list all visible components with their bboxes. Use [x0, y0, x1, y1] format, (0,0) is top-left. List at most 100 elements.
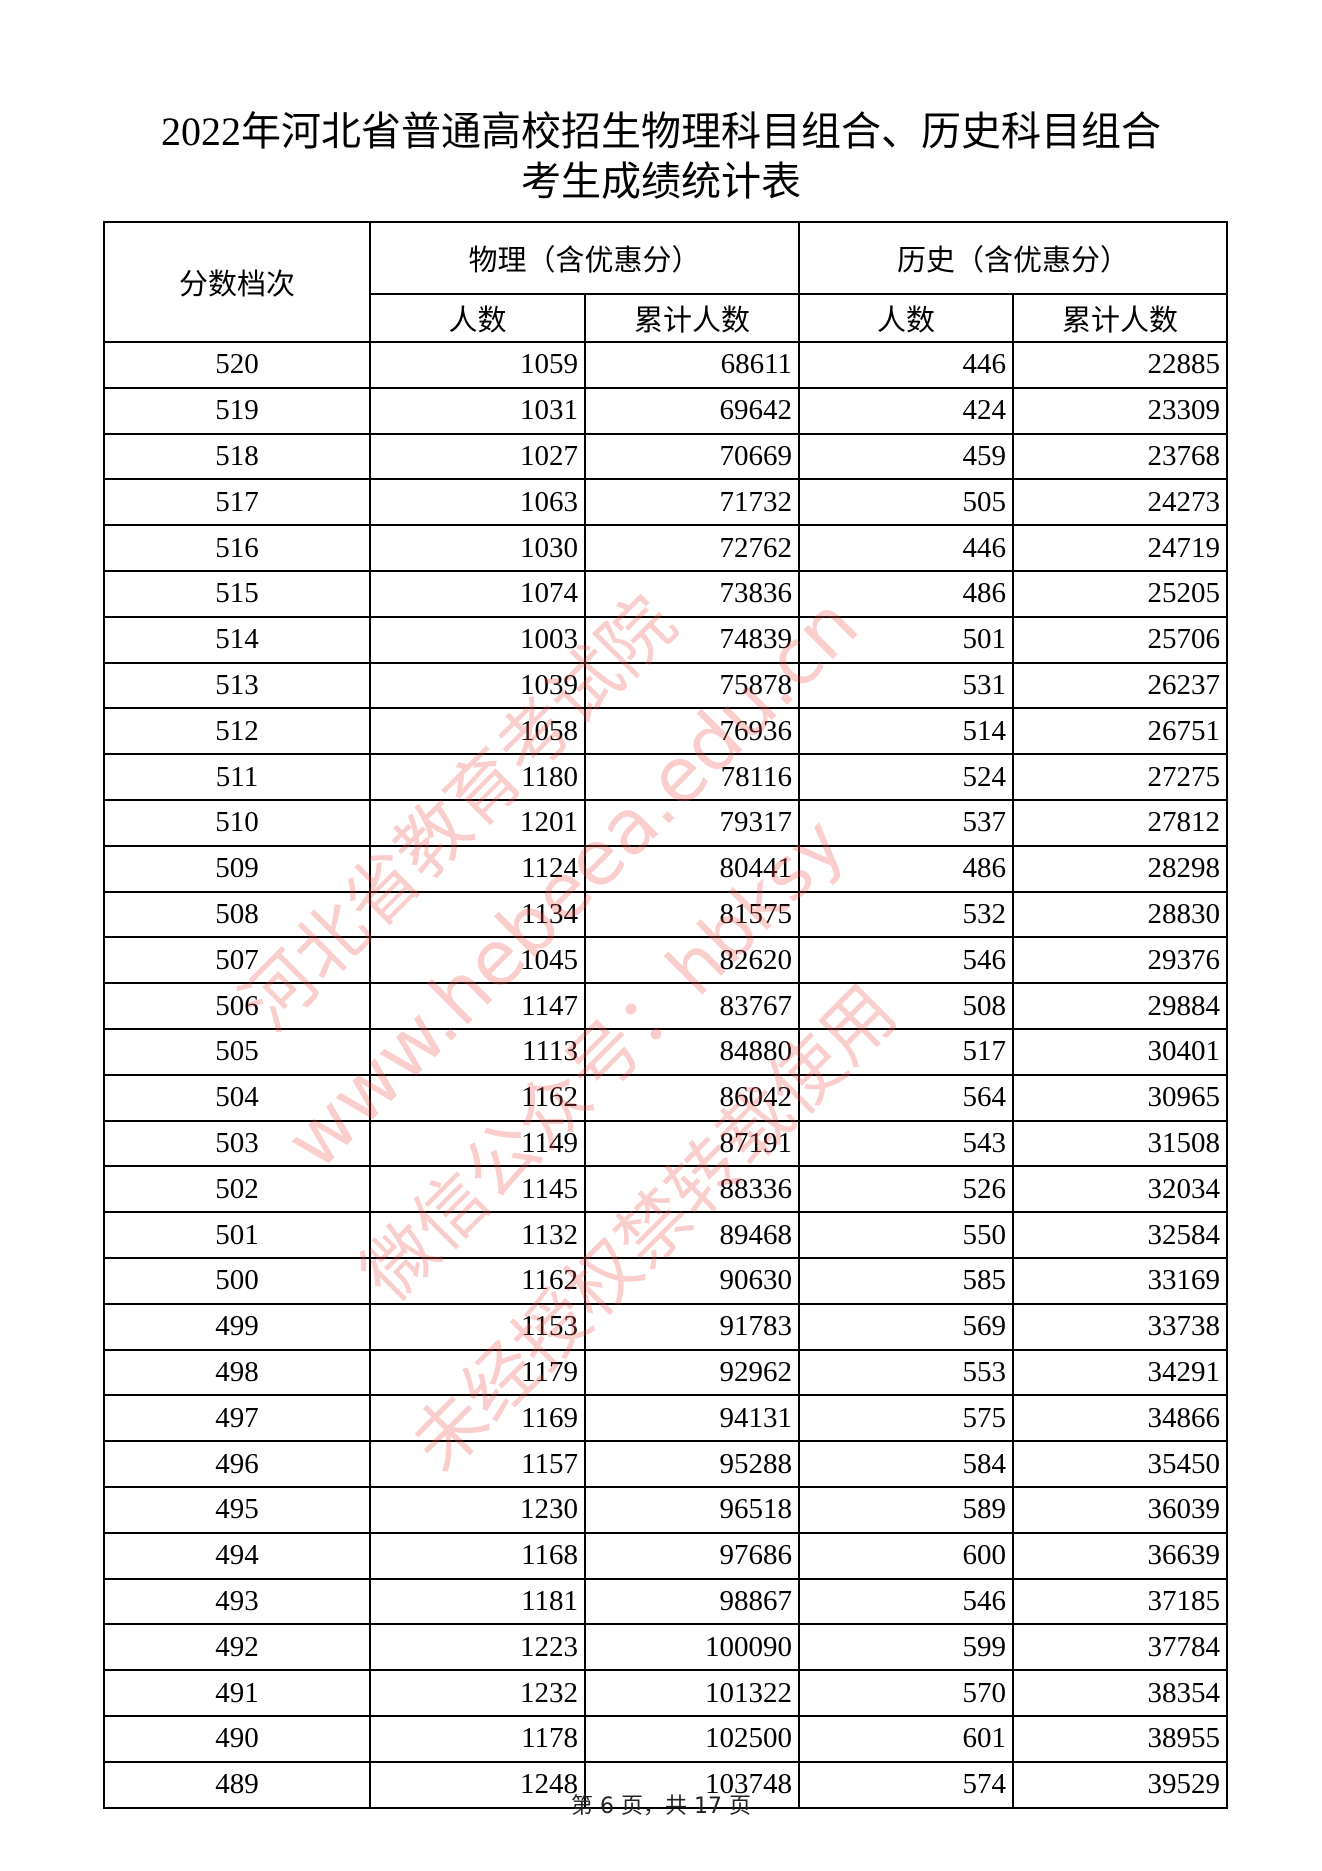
score-cell: 495 — [103, 1485, 371, 1534]
history-count-cell: 532 — [798, 890, 1015, 939]
table-row: 491 1232 101322 570 38354 — [103, 1669, 1229, 1717]
table-row: 493 1181 98867 546 37185 — [103, 1577, 1229, 1626]
history-count-cell: 531 — [798, 661, 1015, 710]
score-cell: 519 — [103, 386, 371, 435]
table-row: 518 1027 70669 459 23768 — [103, 432, 1229, 481]
header-history-cumulative: 累计人数 — [1012, 293, 1229, 343]
history-cumulative-cell: 27275 — [1012, 753, 1229, 801]
history-cumulative-cell: 24273 — [1012, 478, 1229, 527]
physics-cumulative-cell: 86042 — [583, 1073, 801, 1122]
header-score-band: 分数档次 — [103, 221, 371, 343]
physics-cumulative-cell: 75878 — [583, 661, 801, 710]
physics-count-cell: 1058 — [369, 707, 586, 756]
physics-count-cell: 1230 — [369, 1485, 586, 1534]
document-title-line1: 2022年河北省普通高校招生物理科目组合、历史科目组合 — [161, 109, 1161, 154]
score-cell: 492 — [103, 1623, 371, 1672]
history-cumulative-cell: 29376 — [1012, 936, 1229, 985]
physics-cumulative-cell: 70669 — [583, 432, 801, 481]
physics-count-cell: 1201 — [369, 798, 586, 847]
physics-cumulative-cell: 94131 — [583, 1394, 801, 1443]
physics-count-cell: 1223 — [369, 1623, 586, 1672]
physics-count-cell: 1153 — [369, 1302, 586, 1351]
physics-cumulative-cell: 73836 — [583, 569, 801, 618]
header-physics-cumulative: 累计人数 — [583, 293, 801, 343]
score-cell: 514 — [103, 615, 371, 664]
history-cumulative-cell: 37784 — [1012, 1623, 1229, 1672]
table-row: 498 1179 92962 553 34291 — [103, 1348, 1229, 1397]
history-count-cell: 575 — [798, 1394, 1015, 1443]
history-cumulative-cell: 31508 — [1012, 1119, 1229, 1168]
history-cumulative-cell: 30401 — [1012, 1027, 1229, 1076]
score-cell: 511 — [103, 753, 371, 801]
history-cumulative-cell: 26751 — [1012, 707, 1229, 756]
table-row: 496 1157 95288 584 35450 — [103, 1440, 1229, 1488]
score-cell: 496 — [103, 1440, 371, 1488]
physics-cumulative-cell: 95288 — [583, 1440, 801, 1488]
document-title-line2: 考生成绩统计表 — [521, 159, 801, 204]
physics-cumulative-cell: 98867 — [583, 1577, 801, 1626]
history-count-cell: 517 — [798, 1027, 1015, 1076]
history-cumulative-cell: 28298 — [1012, 844, 1229, 893]
score-cell: 504 — [103, 1073, 371, 1122]
physics-count-cell: 1003 — [369, 615, 586, 664]
physics-cumulative-cell: 91783 — [583, 1302, 801, 1351]
physics-count-cell: 1027 — [369, 432, 586, 481]
physics-cumulative-cell: 87191 — [583, 1119, 801, 1168]
score-cell: 520 — [103, 341, 371, 389]
history-count-cell: 553 — [798, 1348, 1015, 1397]
physics-count-cell: 1232 — [369, 1669, 586, 1717]
history-cumulative-cell: 36639 — [1012, 1531, 1229, 1580]
score-cell: 509 — [103, 844, 371, 893]
history-cumulative-cell: 29884 — [1012, 982, 1229, 1030]
history-count-cell: 514 — [798, 707, 1015, 756]
physics-cumulative-cell: 90630 — [583, 1256, 801, 1305]
physics-count-cell: 1074 — [369, 569, 586, 618]
physics-cumulative-cell: 92962 — [583, 1348, 801, 1397]
history-cumulative-cell: 38354 — [1012, 1669, 1229, 1717]
history-cumulative-cell: 28830 — [1012, 890, 1229, 939]
score-cell: 515 — [103, 569, 371, 618]
physics-cumulative-cell: 97686 — [583, 1531, 801, 1580]
history-cumulative-cell: 22885 — [1012, 341, 1229, 389]
physics-count-cell: 1134 — [369, 890, 586, 939]
history-count-cell: 486 — [798, 569, 1015, 618]
table-row: 511 1180 78116 524 27275 — [103, 753, 1229, 801]
history-count-cell: 546 — [798, 1577, 1015, 1626]
history-count-cell: 459 — [798, 432, 1015, 481]
table-row: 517 1063 71732 505 24273 — [103, 478, 1229, 527]
table-row: 494 1168 97686 600 36639 — [103, 1531, 1229, 1580]
physics-cumulative-cell: 79317 — [583, 798, 801, 847]
table-row: 513 1039 75878 531 26237 — [103, 661, 1229, 710]
score-cell: 508 — [103, 890, 371, 939]
table-row: 499 1153 91783 569 33738 — [103, 1302, 1229, 1351]
table-row: 510 1201 79317 537 27812 — [103, 798, 1229, 847]
history-cumulative-cell: 25706 — [1012, 615, 1229, 664]
score-cell: 491 — [103, 1669, 371, 1717]
physics-count-cell: 1045 — [369, 936, 586, 985]
score-cell: 503 — [103, 1119, 371, 1168]
physics-count-cell: 1149 — [369, 1119, 586, 1168]
table-row: 512 1058 76936 514 26751 — [103, 707, 1229, 756]
score-statistics-table: 分数档次 物理（含优惠分） 历史（含优惠分） 人数 累计人数 人数 累计人数 5… — [103, 221, 1229, 1809]
history-count-cell: 524 — [798, 753, 1015, 801]
history-cumulative-cell: 33169 — [1012, 1256, 1229, 1305]
history-cumulative-cell: 27812 — [1012, 798, 1229, 847]
table-row: 507 1045 82620 546 29376 — [103, 936, 1229, 985]
history-count-cell: 546 — [798, 936, 1015, 985]
physics-cumulative-cell: 82620 — [583, 936, 801, 985]
history-cumulative-cell: 32034 — [1012, 1165, 1229, 1214]
table-row: 516 1030 72762 446 24719 — [103, 524, 1229, 572]
table-row: 497 1169 94131 575 34866 — [103, 1394, 1229, 1443]
history-count-cell: 599 — [798, 1623, 1015, 1672]
history-count-cell: 584 — [798, 1440, 1015, 1488]
score-cell: 493 — [103, 1577, 371, 1626]
physics-count-cell: 1059 — [369, 341, 586, 389]
physics-cumulative-cell: 88336 — [583, 1165, 801, 1214]
physics-count-cell: 1178 — [369, 1714, 586, 1763]
history-count-cell: 601 — [798, 1714, 1015, 1763]
history-count-cell: 574 — [798, 1760, 1015, 1809]
physics-count-cell: 1030 — [369, 524, 586, 572]
history-count-cell: 550 — [798, 1211, 1015, 1259]
physics-cumulative-cell: 74839 — [583, 615, 801, 664]
history-cumulative-cell: 38955 — [1012, 1714, 1229, 1763]
